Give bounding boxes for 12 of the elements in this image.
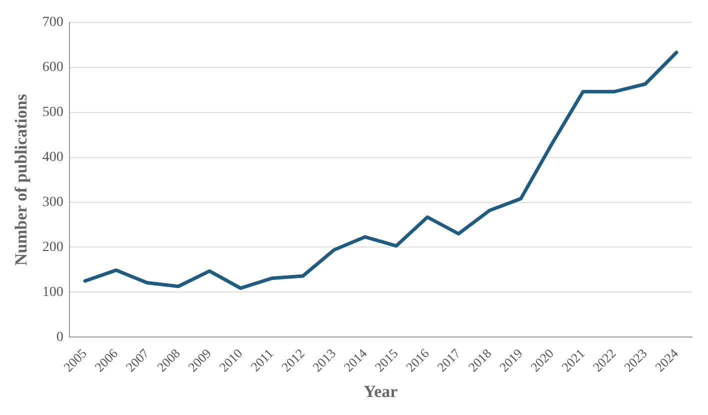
y-tick-label: 700 [42, 15, 64, 30]
x-tick-label: 2011 [248, 346, 276, 374]
y-tick-label: 400 [42, 150, 64, 165]
y-tick-label: 500 [42, 105, 64, 120]
y-tick-label: 600 [42, 60, 64, 76]
y-tick-label: 100 [42, 284, 64, 300]
y-tick-label: 0 [56, 330, 64, 345]
x-axis-title: Year [364, 382, 398, 402]
x-tick-label: 2021 [558, 346, 588, 375]
y-tick-label: 200 [42, 240, 64, 255]
y-tick-label: 300 [42, 194, 64, 210]
y-axis-title: Number of publications [12, 94, 31, 266]
